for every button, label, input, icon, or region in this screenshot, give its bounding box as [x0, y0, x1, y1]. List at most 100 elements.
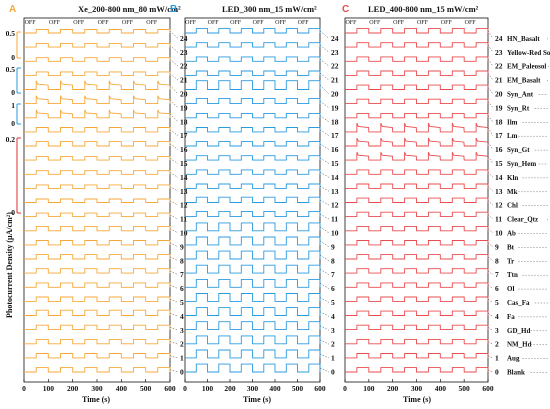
panel-a-trace-8 — [24, 254, 171, 260]
panel-b-trace-16 — [185, 141, 321, 147]
panel-b-trace-23 — [185, 42, 321, 48]
panel-c-leader-20 — [487, 87, 494, 95]
panel-c-sample-name-7: Ttn — [507, 271, 518, 279]
panel-a-leader-22 — [169, 59, 179, 67]
panel-c-series-label-14: 14 — [495, 173, 503, 182]
panel-a-leader-13 — [169, 186, 179, 192]
panel-a-series-label-15: 15 — [180, 159, 188, 168]
panel-a-x-tick-label: 200 — [67, 384, 79, 393]
panel-c-series-label-4: 4 — [495, 312, 499, 321]
panel-c-trace-17 — [345, 122, 489, 133]
panel-b-series-label-9: 9 — [331, 242, 335, 251]
panel-c-off-label-5: OFF — [465, 20, 477, 26]
panel-a-off-label-3: OFF — [98, 20, 110, 26]
panel-a-trace-0 — [24, 367, 171, 373]
panel-a-leader-11 — [169, 214, 179, 220]
panel-a-series-label-6: 6 — [180, 284, 184, 293]
panel-b-trace-4 — [185, 307, 321, 316]
scale-bar-max-3: 0.2 — [6, 135, 16, 144]
panel-a-leader-15 — [169, 158, 179, 164]
panel-c-sample-name-21: EM_Basalt — [507, 77, 541, 85]
panel-b-trace-13 — [185, 183, 321, 189]
panel-c-sample-name-17: Lm — [507, 132, 518, 140]
panel-b-leader-10 — [319, 226, 330, 234]
panel-c-sample-name-22: EM_Paleosol — [507, 63, 546, 71]
panel-c-sample-name-9: Bt — [507, 243, 515, 251]
panel-c-off-label-0: OFF — [345, 20, 357, 26]
panel-a-series-label-21: 21 — [180, 76, 188, 85]
panel-c-trace-7 — [345, 268, 489, 274]
panel-a-x-tick-label: 100 — [43, 384, 55, 393]
panel-b-trace-6 — [185, 278, 321, 288]
panel-b-series-label-23: 23 — [331, 48, 339, 57]
panel-c-series-label-3: 3 — [495, 326, 499, 335]
panel-a-trace-11 — [24, 212, 171, 218]
panel-c-leader-3 — [487, 327, 494, 331]
panel-a-leader-4 — [169, 312, 179, 317]
panel-a-trace-19 — [24, 95, 171, 105]
panel-c-leader-9 — [487, 242, 494, 248]
panel-b-title: LED_300 nm_15 mW/cm² — [222, 4, 317, 14]
panel-b-trace-3 — [185, 321, 321, 331]
panel-a-leader-23 — [169, 45, 179, 53]
panel-b-x-tick-label: 600 — [314, 384, 326, 393]
panel-b-trace-18 — [185, 112, 321, 119]
panel-b-series-label-16: 16 — [331, 145, 339, 154]
panel-c-series-label-15: 15 — [495, 159, 503, 168]
panel-c-leader-15 — [487, 156, 494, 164]
panel-b-series-label-15: 15 — [331, 159, 339, 168]
panel-c-series-label-7: 7 — [495, 270, 499, 279]
panel-c-leader-11 — [487, 214, 494, 220]
panel-b-off-label-0: OFF — [185, 20, 197, 26]
panel-b-leader-14 — [319, 171, 330, 178]
panel-c-series-label-6: 6 — [495, 284, 499, 293]
panel-a-trace-1 — [24, 353, 171, 359]
panel-c-leader-4 — [487, 313, 494, 317]
panel-c-series-label-10: 10 — [495, 229, 503, 238]
panel-b-x-tick-label: 0 — [183, 384, 187, 393]
panel-c-x-tick-label: 200 — [387, 384, 399, 393]
panel-b-leader-5 — [319, 297, 330, 303]
panel-c-trace-18 — [345, 112, 489, 119]
panel-a-series-label-10: 10 — [180, 229, 188, 238]
panel-a-leader-6 — [169, 284, 179, 289]
panel-c-series-label-17: 17 — [495, 131, 503, 140]
panel-a-series-label-22: 22 — [180, 62, 188, 71]
panel-c-x-tick-label: 100 — [363, 384, 375, 393]
panel-b-leader-20 — [319, 84, 330, 95]
panel-a-series-label-12: 12 — [180, 201, 188, 210]
panel-b-trace-15 — [185, 155, 321, 161]
panel-b-leader-24 — [319, 30, 330, 39]
panel-c-series-label-11: 11 — [495, 215, 502, 224]
panel-c-sample-name-10: Ab — [507, 230, 516, 238]
panel-b-off-label-3: OFF — [253, 20, 265, 26]
scale-bar-max-2: 1 — [11, 101, 15, 110]
panel-b-leader-17 — [319, 129, 330, 136]
panel-a-trace-7 — [24, 268, 171, 274]
panel-a-x-tick-label: 400 — [116, 384, 128, 393]
panel-c-series-label-18: 18 — [495, 117, 503, 126]
panel-a-series-label-16: 16 — [180, 145, 188, 154]
scale-bar-min-1: 0 — [11, 88, 15, 97]
panel-c-trace-24 — [345, 28, 489, 34]
panel-c-sample-name-2: NM_Hd — [507, 341, 532, 349]
panel-c-leader-2 — [487, 341, 494, 345]
panel-b-series-label-19: 19 — [331, 103, 339, 112]
panel-c-series-label-12: 12 — [495, 201, 503, 210]
panel-a-trace-3 — [24, 324, 171, 331]
panel-b-trace-2 — [185, 335, 321, 345]
panel-b-leader-7 — [319, 268, 330, 275]
panel-b-leader-8 — [319, 254, 330, 262]
panel-a-leader-20 — [169, 84, 179, 95]
panel-b-series-label-5: 5 — [331, 298, 335, 307]
panel-c-title: LED_400-800 nm_15 mW/cm² — [368, 4, 479, 14]
panel-c-sample-name-19: Syn_Rt — [507, 104, 530, 112]
panel-b-series-label-2: 2 — [331, 340, 335, 349]
panel-a-series-label-20: 20 — [180, 90, 188, 99]
panel-c-x-tick-label: 400 — [435, 384, 447, 393]
panel-b-x-tick-label: 200 — [224, 384, 236, 393]
panel-b-series-label-11: 11 — [331, 215, 338, 224]
panel-a-leader-10 — [169, 228, 179, 234]
panel-b-series-label-13: 13 — [331, 187, 339, 196]
panel-b-leader-13 — [319, 185, 330, 192]
